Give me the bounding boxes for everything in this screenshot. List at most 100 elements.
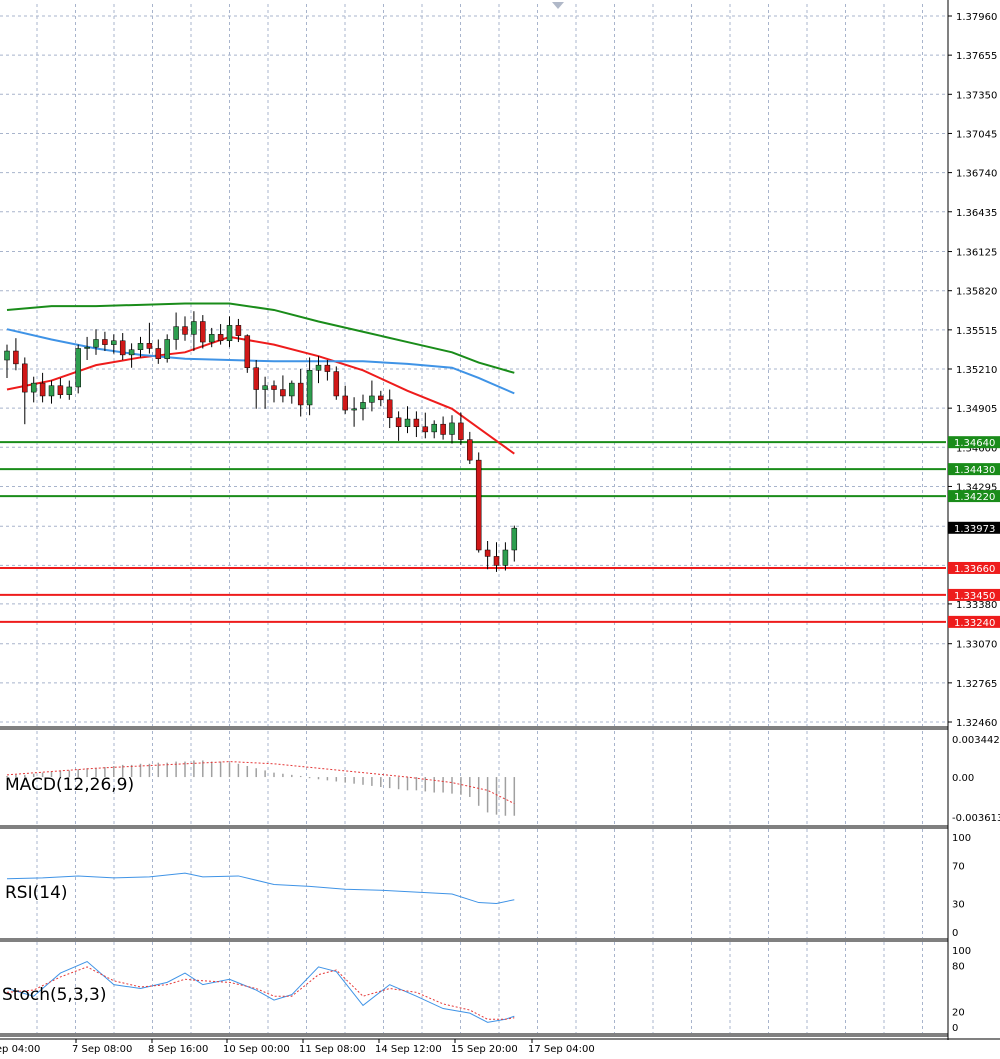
candle-body [306,370,313,406]
grid [0,4,946,1033]
moving-average-line [6,335,515,455]
candle [13,338,19,371]
candle [102,331,108,352]
candle [4,344,10,378]
candle-body [333,371,340,397]
candle [413,411,420,438]
candle-body [208,334,215,343]
level-label: 1.34220 [954,492,995,503]
candle [502,542,509,571]
macd-axis-label: 0.00 [952,773,974,784]
rsi-axis-label: 0 [952,928,958,939]
candle [262,376,268,409]
candle [39,372,46,403]
candle-body [48,385,55,397]
candle [200,315,206,349]
rsi-label: RSI(14) [5,883,68,903]
candle [289,380,295,404]
price-axis[interactable]: 1.37960 1.37655 1.37350 1.37045 1.36740 1.364… [948,12,997,729]
time-tick-label: 8 Sep 16:00 [148,1044,208,1055]
current-price-bg [948,521,1000,534]
stoch-axis-label: 80 [952,961,965,972]
price-tick-label: 1.34600 [956,443,997,454]
candle-body [137,343,144,350]
candle-body [280,389,286,397]
candle [253,360,259,409]
candle [22,357,28,425]
stoch-axis-label: 100 [952,946,971,957]
price-tick-label: 1.35820 [956,287,997,298]
candle-body [511,527,518,551]
time-tick-label: 14 Sep 12:00 [375,1044,442,1055]
stoch-main-line [6,960,515,1023]
price-tick-label: 1.36740 [956,169,997,180]
candle [422,412,429,439]
candle [48,380,55,404]
candle [280,375,286,403]
candle [369,380,375,412]
price-tick-label: 1.33380 [956,600,997,611]
candle-body [119,340,126,356]
moving-average-line [6,328,515,395]
price-tick-label: 1.34295 [956,482,997,493]
candle-body [200,321,206,343]
candle [208,327,215,348]
stoch-panel: Stoch(5,3,3) 100 80 20 0 [2,946,971,1034]
current-price-label: 1.33973 [954,524,995,535]
moving-average-line [6,302,515,374]
candle-body [84,346,90,349]
time-tick-label: 11 Sep 08:00 [299,1044,366,1055]
level-label: 1.34430 [954,465,995,476]
candle-body [395,417,402,428]
price-tick-label: 1.37655 [956,51,997,62]
candle-body [146,343,153,349]
price-tick-label: 1.34905 [956,404,997,415]
candle-body [475,459,482,551]
candle [119,333,126,361]
candle-body [13,350,19,365]
candle-body [217,334,224,342]
price-tick-label: 1.37045 [956,129,997,140]
candle [84,336,90,361]
candle-body [422,426,429,433]
price-levels [0,441,946,623]
candle-body [440,423,446,435]
candle-body [458,422,464,440]
macd-axis-label: 0.003442 [952,735,1000,746]
candle [493,542,500,572]
candle [235,318,242,343]
candle [431,420,437,439]
candle-body [386,399,393,419]
time-axis: 4 Sep 04:00 7 Sep 08:00 8 Sep 16:00 10 Sep … [0,1039,595,1055]
candle-body [173,326,179,340]
candle-body [66,386,73,395]
candle-body [244,335,251,368]
candle [191,311,197,352]
candle [244,334,251,373]
candle [440,416,446,440]
rsi-axis-label: 70 [952,862,965,873]
candle-body [253,367,259,390]
candle [164,334,170,363]
chart-shift-marker-icon[interactable] [552,2,564,9]
stoch-signal-line [6,966,515,1020]
macd-signal-line [6,761,515,805]
level-label-bg [948,436,1000,449]
candle-body [39,382,46,397]
candle-body [93,339,99,348]
level-label: 1.33450 [954,591,995,602]
time-tick-label: 15 Sep 20:00 [451,1044,518,1055]
rsi-axis-label: 30 [952,900,965,911]
candle-body [30,382,37,393]
candle-body [4,350,10,361]
candle-body [404,418,411,428]
candle-body [128,349,135,356]
candle-body [271,385,277,390]
candle [137,336,144,358]
price-tick-label: 1.32460 [956,718,997,729]
candle-body [369,395,375,403]
candle-body [378,395,384,401]
candle [342,385,348,414]
candle [57,377,64,399]
